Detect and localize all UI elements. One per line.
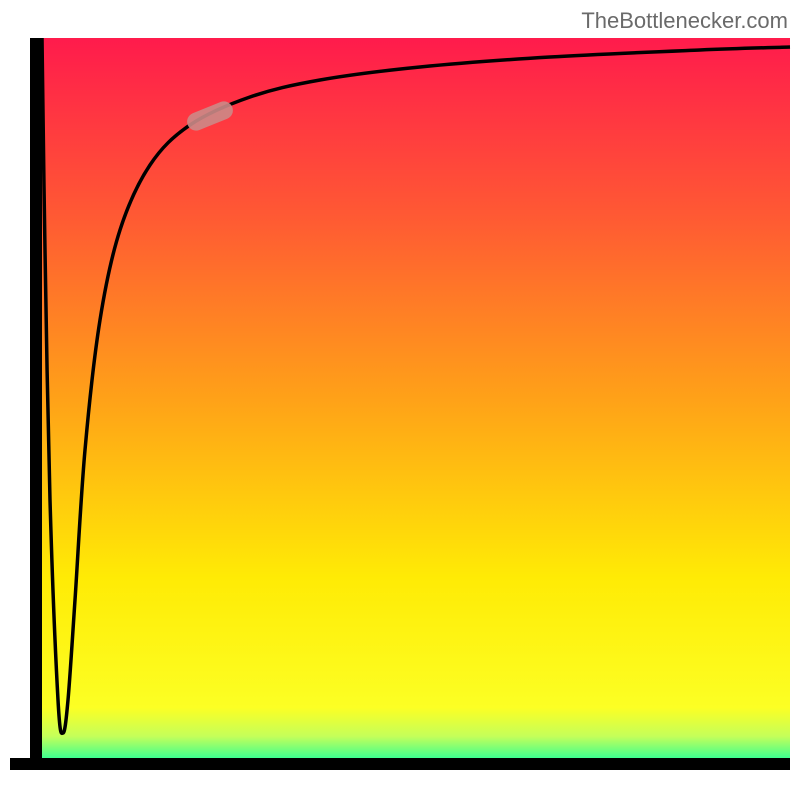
chart-container: TheBottlenecker.com [0,0,800,800]
curve-svg [0,0,800,800]
bottleneck-curve [42,38,790,733]
watermark-text: TheBottlenecker.com [581,8,788,34]
